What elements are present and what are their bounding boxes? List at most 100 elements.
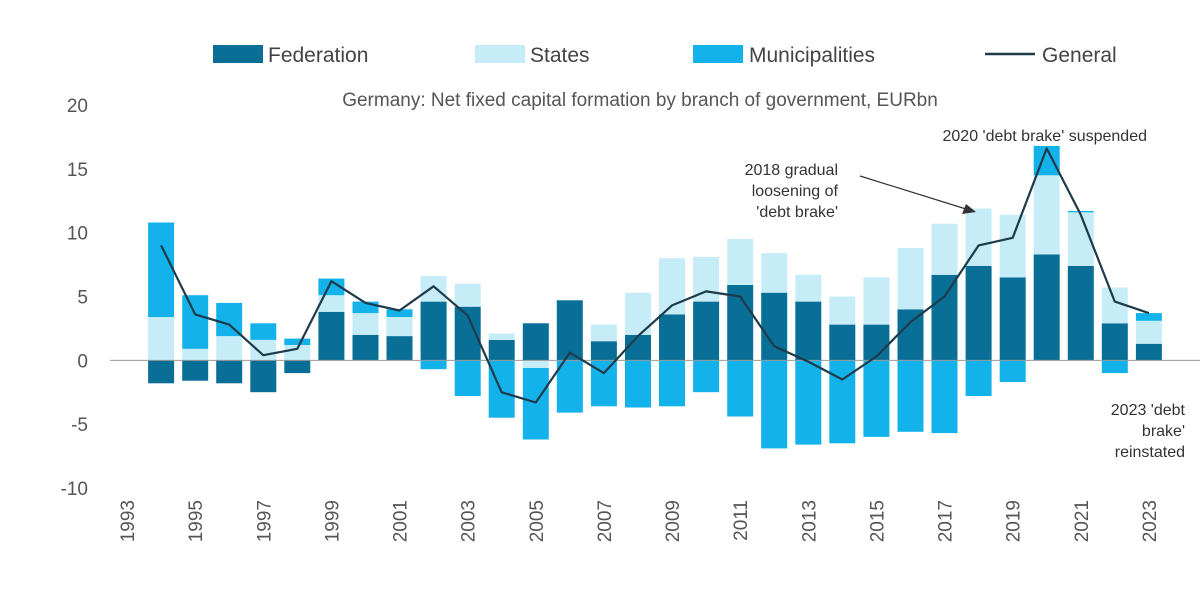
bar-federation-2000	[352, 334, 379, 361]
y-tick-label: -5	[71, 415, 88, 436]
x-tick-label: 2003	[459, 500, 480, 542]
bar-municipalities-2006	[556, 360, 583, 413]
bar-federation-2018	[965, 265, 992, 361]
legend-swatch-federation	[213, 45, 263, 63]
bar-municipalities-1999	[318, 278, 345, 296]
bar-states-1995	[182, 348, 209, 361]
bar-municipalities-2004	[488, 360, 515, 418]
bar-states-2000	[352, 313, 379, 335]
bar-municipalities-2021	[1067, 211, 1094, 213]
bar-states-2019	[999, 214, 1026, 278]
bar-municipalities-2008	[625, 360, 651, 408]
bar-federation-1999	[318, 311, 345, 361]
x-tick-label: 1997	[254, 500, 275, 542]
annotation-2018-line: 'debt brake'	[756, 204, 838, 221]
legend-swatch-municipalities	[693, 45, 743, 63]
legend-label-states: States	[530, 44, 590, 67]
x-tick-label: 2005	[527, 500, 548, 542]
chart-title: Germany: Net fixed capital formation by …	[342, 90, 938, 111]
bar-federation-2001	[386, 336, 413, 361]
bar-municipalities-1998	[284, 338, 311, 345]
y-tick-label: 15	[67, 160, 88, 181]
bar-states-2005	[522, 360, 549, 368]
y-tick-label: 20	[67, 96, 88, 117]
annotation-2023-line: reinstated	[1115, 444, 1185, 461]
bar-municipalities-2010	[693, 360, 720, 393]
bar-states-2017	[931, 223, 958, 275]
bar-federation-2013	[795, 301, 822, 361]
bar-municipalities-1996	[216, 302, 243, 337]
bar-municipalities-2000	[352, 301, 379, 314]
x-tick-label: 2019	[1004, 500, 1025, 542]
bar-federation-2017	[931, 274, 958, 361]
bar-municipalities-2016	[897, 360, 924, 432]
x-tick-label: 1995	[186, 500, 207, 542]
bar-federation-2014	[829, 324, 856, 361]
bar-states-2014	[829, 296, 856, 325]
bar-municipalities-2015	[863, 360, 890, 437]
annotation-2018-arrow	[859, 175, 967, 210]
bar-states-2015	[863, 277, 890, 325]
x-tick-label: 2009	[663, 500, 684, 542]
bar-municipalities-2019	[999, 360, 1026, 382]
annotation-2020-line: 2020 'debt brake' suspended	[943, 128, 1148, 145]
bar-federation-2004	[488, 339, 515, 361]
bar-federation-2002	[420, 301, 447, 361]
bar-municipalities-1997	[250, 323, 277, 340]
bar-states-2002	[420, 276, 447, 302]
legend-label-general: General	[1042, 44, 1117, 67]
bar-states-2003	[454, 283, 481, 307]
x-tick-label: 2013	[799, 500, 820, 542]
bar-states-1997	[250, 339, 277, 361]
y-tick-label: 5	[77, 288, 88, 309]
general-series-line	[160, 147, 1150, 404]
legend-label-federation: Federation	[268, 44, 368, 67]
annotation-2018-arrowhead	[962, 204, 976, 214]
bar-federation-1995	[182, 360, 209, 381]
bar-municipalities-2018	[965, 360, 992, 396]
annotation-2023-line: 2023 'debt	[1111, 402, 1186, 419]
annotations: 2018 gradual loosening of 'debt brake' 2020…	[745, 128, 1186, 461]
bar-states-2018	[965, 208, 992, 266]
bar-federation-2016	[897, 309, 924, 361]
bar-states-1994	[148, 316, 175, 361]
bar-municipalities-2009	[659, 360, 685, 407]
bar-states-2013	[795, 274, 822, 302]
bar-states-2011	[727, 239, 754, 285]
bar-federation-2008	[625, 334, 651, 361]
x-tick-label: 2001	[391, 500, 412, 542]
annotation-2023-line: brake'	[1142, 423, 1185, 440]
bar-states-2012	[761, 253, 788, 293]
bar-federation-1994	[148, 360, 175, 384]
bar-federation-2015	[863, 324, 890, 361]
x-tick-label: 2007	[595, 500, 616, 542]
x-tick-label: 2011	[731, 500, 752, 541]
bar-states-1998	[284, 345, 311, 361]
bar-states-2020	[1033, 175, 1060, 255]
bar-states-2023	[1135, 320, 1162, 344]
bar-federation-2009	[659, 314, 685, 361]
bar-federation-2010	[693, 301, 720, 361]
bar-federation-1996	[216, 360, 243, 384]
bar-federation-2005	[522, 323, 549, 361]
bars	[148, 145, 1162, 449]
bar-municipalities-2011	[727, 360, 754, 417]
x-tick-label: 1993	[118, 500, 139, 542]
x-tick-label: 2021	[1072, 500, 1093, 542]
y-axis: 20 15 10 5 0 -5 -10	[61, 96, 88, 500]
bar-states-2007	[590, 324, 617, 342]
legend-swatch-states	[475, 45, 525, 63]
x-tick-label: 2023	[1140, 500, 1161, 542]
bar-states-2016	[897, 248, 924, 310]
bar-federation-1998	[284, 360, 311, 374]
bar-municipalities-2003	[454, 360, 481, 396]
bar-states-2004	[488, 333, 515, 340]
bar-states-2001	[386, 316, 413, 337]
bar-municipalities-2013	[795, 360, 822, 445]
bar-municipalities-2017	[931, 360, 958, 434]
bar-municipalities-1995	[182, 295, 209, 349]
bar-federation-2019	[999, 277, 1026, 361]
bar-municipalities-1994	[148, 222, 175, 317]
bar-municipalities-2005	[522, 368, 549, 440]
